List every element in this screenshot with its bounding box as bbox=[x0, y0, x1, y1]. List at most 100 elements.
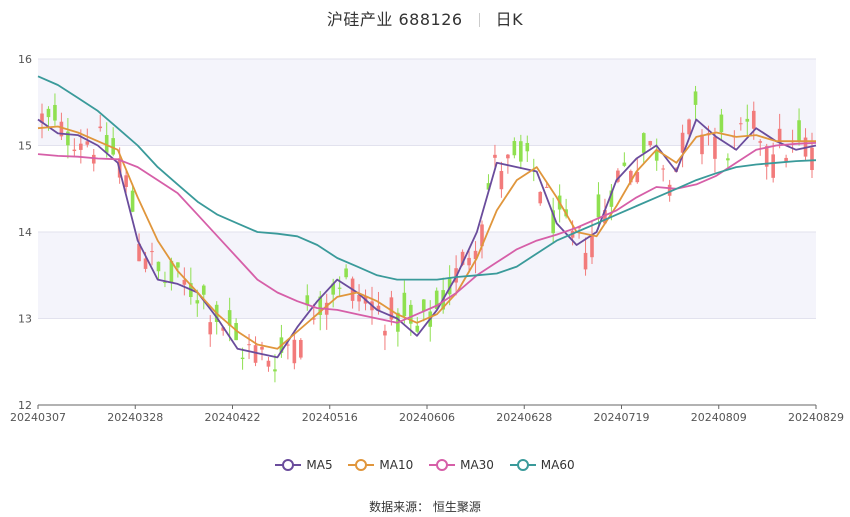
x-tick-label: 20240328 bbox=[107, 411, 163, 424]
candle-body bbox=[473, 250, 478, 260]
legend-label-ma30: MA30 bbox=[460, 458, 494, 472]
y-tick-label: 15 bbox=[18, 140, 32, 153]
candle-body bbox=[195, 300, 200, 304]
candle-body bbox=[389, 297, 394, 320]
candle-body bbox=[227, 310, 232, 326]
candle-body bbox=[156, 261, 161, 272]
y-tick-label: 12 bbox=[18, 399, 32, 412]
candle-body bbox=[641, 133, 646, 153]
candle-body bbox=[415, 325, 420, 332]
candle-body bbox=[376, 305, 381, 311]
candle-body bbox=[486, 183, 491, 190]
ma-line-ma60 bbox=[37, 75, 817, 281]
candle-body bbox=[777, 128, 782, 143]
candle-body bbox=[771, 154, 775, 178]
candle-body bbox=[499, 170, 504, 190]
candle-body bbox=[622, 162, 627, 166]
data-source: 数据来源： 恒生聚源 bbox=[369, 500, 481, 514]
candle-body bbox=[176, 262, 180, 268]
candle-body bbox=[253, 345, 258, 363]
candle-body bbox=[201, 285, 206, 295]
candle-body bbox=[460, 251, 465, 265]
candle-body bbox=[583, 252, 588, 270]
candle-body bbox=[124, 175, 128, 188]
candle-body bbox=[680, 132, 685, 153]
candle-body bbox=[130, 190, 135, 212]
candle-body bbox=[700, 134, 704, 155]
candle-body bbox=[726, 158, 730, 161]
candle-body bbox=[745, 118, 750, 122]
legend-marker-ma60 bbox=[509, 458, 536, 472]
candle-body bbox=[266, 360, 271, 367]
ma-line-ma30 bbox=[37, 142, 817, 324]
legend-marker-ma5 bbox=[275, 458, 302, 472]
candle-body bbox=[66, 131, 70, 146]
candle-body bbox=[654, 151, 659, 161]
candle-body bbox=[111, 138, 115, 155]
candle-body bbox=[519, 141, 523, 162]
candle-body bbox=[434, 290, 439, 310]
candle-body bbox=[661, 168, 665, 170]
legend-item-ma30[interactable]: MA30 bbox=[429, 458, 494, 472]
candle-body bbox=[402, 292, 407, 317]
candle-body bbox=[234, 323, 238, 341]
y-tick-label: 13 bbox=[18, 313, 32, 326]
candle-body bbox=[221, 327, 225, 331]
candle-body bbox=[512, 141, 517, 156]
candle-body bbox=[59, 121, 64, 137]
legend: MA5 MA10 MA30 MA60 bbox=[0, 458, 850, 475]
candle-body bbox=[53, 104, 57, 121]
x-tick-label: 20240809 bbox=[691, 411, 747, 424]
candle-body bbox=[480, 224, 484, 247]
candle-body bbox=[85, 141, 90, 145]
candle-body bbox=[305, 295, 310, 306]
candle-body bbox=[797, 120, 801, 141]
legend-label-ma60: MA60 bbox=[540, 458, 575, 472]
candle-body bbox=[764, 146, 769, 167]
candle-body bbox=[357, 295, 361, 302]
x-tick-label: 20240628 bbox=[496, 411, 552, 424]
candle-body bbox=[603, 210, 607, 224]
ma-line-ma5 bbox=[37, 118, 817, 359]
candle-body bbox=[299, 340, 303, 358]
candle-body bbox=[169, 260, 174, 283]
candle-body bbox=[447, 277, 452, 295]
candle-body bbox=[91, 154, 96, 164]
x-tick-label: 20240307 bbox=[10, 411, 66, 424]
candle-body bbox=[240, 357, 245, 360]
candle-body bbox=[648, 141, 653, 146]
candle-body bbox=[687, 119, 691, 135]
moving-average-lines bbox=[37, 75, 817, 359]
candle-body bbox=[629, 170, 633, 183]
candle-body bbox=[163, 282, 167, 284]
candle-body bbox=[98, 126, 103, 129]
candle-body bbox=[784, 157, 788, 162]
candle-body bbox=[260, 346, 264, 350]
chart-title: 沪硅产业 688126 日K bbox=[0, 6, 850, 30]
candle-body bbox=[292, 339, 297, 364]
legend-item-ma60[interactable]: MA60 bbox=[509, 458, 575, 472]
candle-body bbox=[318, 296, 323, 315]
candle-body bbox=[150, 251, 154, 253]
background-band bbox=[38, 59, 816, 146]
x-tick-label: 20240516 bbox=[302, 411, 358, 424]
candle-body bbox=[286, 344, 290, 346]
candle-body bbox=[311, 318, 316, 320]
legend-item-ma10[interactable]: MA10 bbox=[348, 458, 413, 472]
candle-body bbox=[590, 236, 594, 258]
candle-body bbox=[421, 299, 426, 312]
candle-body bbox=[143, 258, 148, 269]
background-band bbox=[38, 145, 816, 232]
candle-body bbox=[693, 91, 698, 105]
candle-body bbox=[713, 136, 717, 159]
x-axis: 20240307 20240328 20240422 20240516 20240606… bbox=[10, 404, 844, 424]
y-tick-label: 14 bbox=[18, 226, 32, 239]
candle-body bbox=[751, 110, 756, 129]
candle-body bbox=[810, 147, 814, 171]
candle-body bbox=[538, 191, 543, 204]
title-separator bbox=[478, 13, 480, 27]
background-bands bbox=[38, 59, 816, 405]
legend-item-ma5[interactable]: MA5 bbox=[275, 458, 333, 472]
candle-body bbox=[208, 322, 213, 335]
